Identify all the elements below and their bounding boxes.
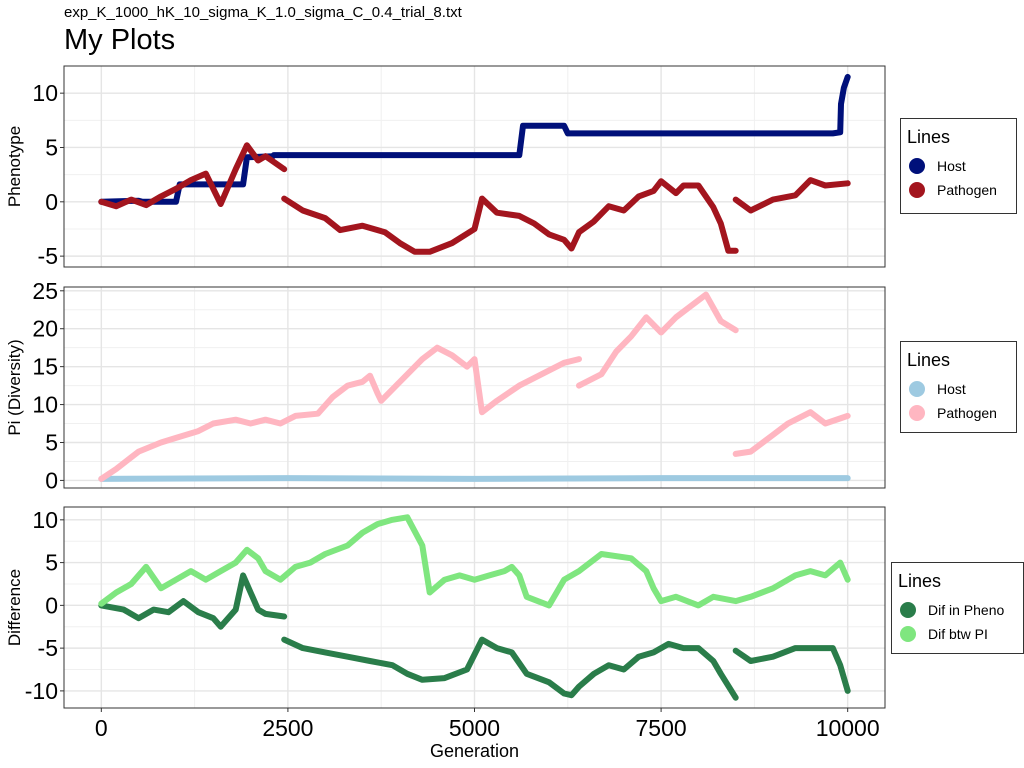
series-line-pathogen xyxy=(98,291,851,482)
x-tick-label: 0 xyxy=(95,715,108,741)
legend-key-pathogen xyxy=(909,405,925,421)
y-tick-label: 5 xyxy=(45,550,58,576)
x-axis-label: Generation xyxy=(430,741,519,761)
panel-border xyxy=(63,286,886,489)
y-tick-label: 0 xyxy=(45,592,58,618)
series-line-host xyxy=(98,73,851,205)
y-tick-label: 10 xyxy=(32,507,58,533)
series-line-dif-btw-pi xyxy=(98,514,851,609)
legend-label: Host xyxy=(937,158,966,174)
y-tick-label: 5 xyxy=(45,429,58,455)
x-tick-label: 5000 xyxy=(449,715,500,741)
legend-item-dif-in-pheno: Dif in Pheno xyxy=(898,598,1015,622)
legend-label: Host xyxy=(937,381,966,397)
legend-label: Pathogen xyxy=(937,405,997,421)
legend-key-host xyxy=(909,381,925,397)
y-tick-label: 5 xyxy=(45,134,58,160)
chart-subtitle: exp_K_1000_hK_10_sigma_K_1.0_sigma_C_0.4… xyxy=(64,4,462,21)
y-tick-label: -5 xyxy=(38,243,58,269)
legend-key-pathogen xyxy=(909,182,925,198)
y-tick-label: 15 xyxy=(32,354,58,380)
legend-item-pathogen: Pathogen xyxy=(907,178,1008,202)
x-tick-label: 7500 xyxy=(636,715,687,741)
legend-phenotype: Lines Host Pathogen xyxy=(900,118,1017,214)
legend-key-dif-btw-pi xyxy=(900,626,916,642)
series-line-dif-in-pheno xyxy=(98,572,851,701)
legend-key-dif-in-pheno xyxy=(900,602,916,618)
y-tick-label: 0 xyxy=(45,189,58,215)
x-tick-label: 2500 xyxy=(262,715,313,741)
y-tick-label: -5 xyxy=(38,635,58,661)
y-tick-label: 20 xyxy=(32,316,58,342)
y-axis-label: Pi (Diversity) xyxy=(5,339,24,435)
legend-label: Dif btw PI xyxy=(928,626,988,642)
legend-item-host: Host xyxy=(907,154,1008,178)
y-tick-label: 25 xyxy=(32,278,58,304)
legend-label: Dif in Pheno xyxy=(928,602,1005,618)
legend-item-host: Host xyxy=(907,377,1008,401)
y-tick-label: -10 xyxy=(25,678,58,704)
y-axis-label: Difference xyxy=(5,569,24,646)
x-tick-label: 10000 xyxy=(816,715,880,741)
legend-difference: Lines Dif in Pheno Dif btw PI xyxy=(891,562,1024,654)
y-axis-label: Phenotype xyxy=(5,126,24,207)
series-line-host xyxy=(98,475,851,482)
legend-title: Lines xyxy=(898,571,942,591)
panel-border xyxy=(63,65,886,268)
legend-item-dif-btw-pi: Dif btw PI xyxy=(898,622,1015,646)
legend-item-pathogen: Pathogen xyxy=(907,401,1008,425)
legend-key-host xyxy=(909,158,925,174)
legend-title: Lines xyxy=(907,127,951,147)
legend-label: Pathogen xyxy=(937,182,997,198)
y-tick-label: 10 xyxy=(32,80,58,106)
legend-title: Lines xyxy=(907,350,951,370)
y-tick-label: 0 xyxy=(45,467,58,493)
legend-diversity: Lines Host Pathogen xyxy=(900,341,1017,433)
chart-title: My Plots xyxy=(64,24,176,56)
y-tick-label: 10 xyxy=(32,392,58,418)
series-line-pathogen xyxy=(98,142,851,255)
